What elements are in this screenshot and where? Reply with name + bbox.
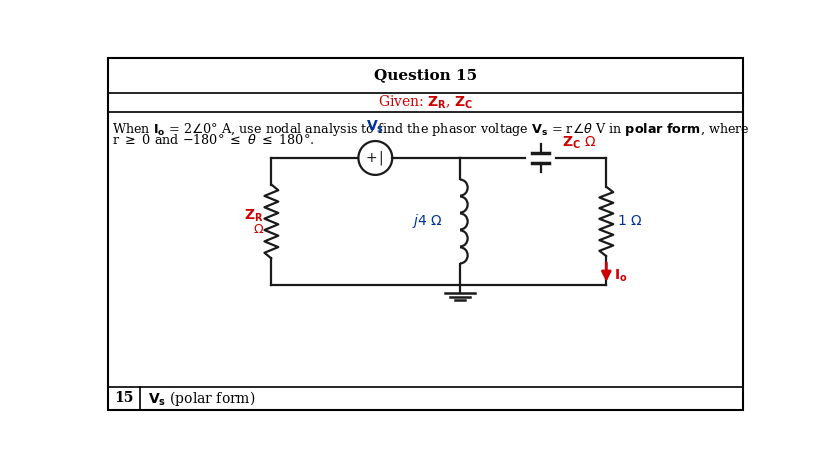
- Text: $\Omega$: $\Omega$: [252, 223, 264, 236]
- Text: $\mathbf{I_o}$: $\mathbf{I_o}$: [614, 268, 627, 284]
- Text: $1\ \Omega$: $1\ \Omega$: [617, 214, 642, 229]
- Text: 15: 15: [115, 391, 134, 405]
- Text: $\mathbf{V_s}$ (polar form): $\mathbf{V_s}$ (polar form): [149, 389, 256, 408]
- Text: $\mathbf{Z_R}$: $\mathbf{Z_R}$: [244, 207, 264, 224]
- Text: When $\mathbf{I_o}$ = 2$\angle$0° A, use nodal analysis to find the phasor volta: When $\mathbf{I_o}$ = 2$\angle$0° A, use…: [112, 121, 749, 138]
- Text: +: +: [366, 151, 378, 165]
- Text: $j4\ \Omega$: $j4\ \Omega$: [413, 213, 443, 231]
- Text: |: |: [378, 151, 383, 165]
- Text: Given: $\mathbf{Z_R}$, $\mathbf{Z_C}$: Given: $\mathbf{Z_R}$, $\mathbf{Z_C}$: [378, 94, 473, 111]
- Text: $\mathbf{V_s}$: $\mathbf{V_s}$: [366, 119, 384, 135]
- Text: $\mathbf{Z_C}\ \Omega$: $\mathbf{Z_C}\ \Omega$: [563, 134, 597, 151]
- Text: Question 15: Question 15: [374, 68, 477, 82]
- Text: r $\geq$ 0 and $-$180° $\leq$ $\theta$ $\leq$ 180°.: r $\geq$ 0 and $-$180° $\leq$ $\theta$ $…: [112, 133, 315, 147]
